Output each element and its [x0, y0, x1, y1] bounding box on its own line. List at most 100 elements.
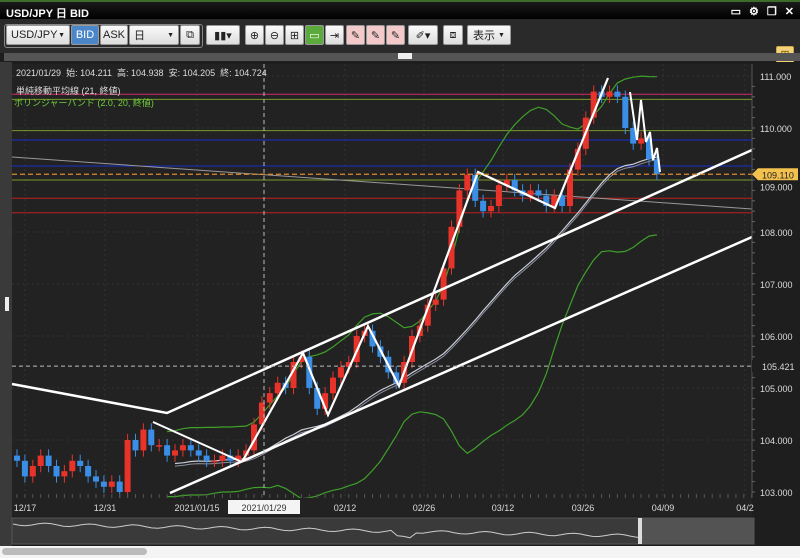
add-drawing-icon[interactable]: ✎ [346, 25, 365, 45]
pair-select[interactable]: USD/JPY ▼ [6, 25, 70, 45]
candle [227, 455, 234, 461]
crosshair-price-tag: 105.421 [752, 360, 798, 373]
lower-channel-line [169, 235, 753, 495]
candle [480, 200, 487, 212]
candle [179, 445, 186, 451]
candle [61, 471, 68, 477]
candle [29, 466, 36, 477]
candle [535, 190, 542, 196]
bollinger-legend[interactable]: ボリンジャーバンド (2.0, 20, 終値) [14, 98, 154, 108]
close-label: 終: [220, 68, 232, 78]
candle [653, 159, 660, 175]
candle [345, 362, 352, 368]
candle [172, 450, 178, 456]
current-price-tag: 109.110 [752, 168, 798, 181]
x-tick-label: 03/12 [492, 503, 515, 513]
y-tick-label: 105.000 [760, 384, 793, 394]
candle [93, 476, 99, 482]
restore-icon[interactable]: ❐ [766, 6, 777, 18]
candle [488, 206, 494, 212]
left-panel-handle [5, 297, 9, 311]
display-label: 表示 [473, 30, 496, 42]
candle [108, 481, 115, 487]
ask-button[interactable]: ASK [100, 25, 128, 45]
horizontal-scrollbar[interactable] [0, 546, 800, 558]
candle [432, 299, 439, 305]
candle [219, 455, 226, 461]
candle [37, 455, 44, 466]
latest-icon[interactable]: ⇥ [325, 25, 344, 45]
gray-trend-line [11, 156, 753, 210]
x-tick-label: 2021/01/15 [174, 503, 219, 513]
period-value: 日 [134, 30, 145, 42]
toolbar: USD/JPY ▼ BID ASK 日 ▼ ⧉ ▮▮▾ ⊕ ⊖ ⊞ ▭ ⇥ ✎ ✎ … [0, 19, 800, 64]
candle [567, 169, 573, 206]
slider-handle[interactable] [398, 53, 412, 59]
candle [14, 455, 20, 461]
candle [85, 466, 92, 477]
candle [393, 372, 400, 383]
range-slider[interactable] [4, 53, 800, 61]
scrollbar-thumb[interactable] [2, 548, 147, 555]
high-label: 高: [116, 68, 129, 78]
y-tick-label: 109.000 [760, 182, 793, 192]
candle [495, 185, 502, 206]
candle [337, 367, 344, 378]
candle [527, 190, 534, 196]
candle [148, 429, 155, 446]
navigator-line [12, 522, 644, 539]
candle [195, 450, 202, 456]
gear-icon[interactable]: ⚙ [749, 6, 759, 18]
sma-legend[interactable]: 単純移動平均線 (21, 終値) [16, 86, 121, 96]
candle [456, 190, 463, 227]
candle-icon: ▮▮▾ [214, 29, 232, 42]
candle [274, 382, 281, 394]
open-value: 104.211 [80, 68, 112, 78]
candle [164, 445, 171, 456]
bollinger-lower [167, 234, 657, 500]
crosshair-tag-bg [752, 360, 798, 373]
candle [464, 174, 471, 191]
candle [314, 388, 321, 409]
candle [472, 174, 479, 201]
edit-drawing-icon[interactable]: ✎ [366, 25, 385, 45]
candle [630, 128, 637, 144]
descending-trend-line [152, 421, 243, 463]
window-title-bar: USD/JPY 日 BID ▭ ⚙ ❐ ✕ [0, 0, 800, 20]
low-value: 104.205 [182, 68, 216, 78]
chart-type-button[interactable]: ▮▮▾ [206, 25, 240, 45]
compare-icon[interactable]: ⧉ [180, 25, 200, 45]
bid-button[interactable]: BID [71, 25, 99, 45]
zoom-in-icon[interactable]: ⊕ [245, 25, 264, 45]
scroll-mode-icon[interactable]: ▭ [305, 25, 324, 45]
x-tick-label: 04/2 [736, 503, 754, 513]
display-menu-button[interactable]: 表示 ▼ [467, 25, 511, 45]
chevron-down-icon: ▼ [498, 31, 505, 39]
fit-icon[interactable]: ⊞ [285, 25, 304, 45]
pen-dropdown[interactable]: ✐▾ [408, 25, 438, 45]
maximize-icon[interactable]: ▭ [730, 6, 742, 18]
delete-drawing-icon[interactable]: ✎ [386, 25, 405, 45]
zoom-out-icon[interactable]: ⊖ [265, 25, 284, 45]
candle [590, 91, 597, 118]
candle [211, 460, 218, 463]
candle [100, 481, 107, 487]
navigator-handle[interactable] [638, 518, 642, 544]
screenshot-icon[interactable]: ⧈ [443, 25, 463, 45]
x-tick-label: 03/26 [572, 503, 595, 513]
candle [614, 91, 621, 97]
close-icon[interactable]: ✕ [784, 6, 794, 18]
selected-date-box [228, 500, 300, 514]
bollinger-upper [167, 75, 657, 433]
price-chart[interactable]: 111.000 110.000 109.000 108.000 107.000 106.0… [0, 62, 800, 546]
chevron-down-icon: ▼ [167, 31, 174, 39]
candle [306, 356, 313, 388]
candle [266, 393, 273, 403]
candle [622, 96, 629, 128]
candle [543, 195, 550, 206]
candle [322, 393, 329, 409]
y-tick-label: 106.000 [760, 332, 793, 342]
upper-channel-line [11, 148, 753, 415]
period-select[interactable]: 日 ▼ [129, 25, 179, 45]
close-value: 104.724 [234, 68, 267, 78]
